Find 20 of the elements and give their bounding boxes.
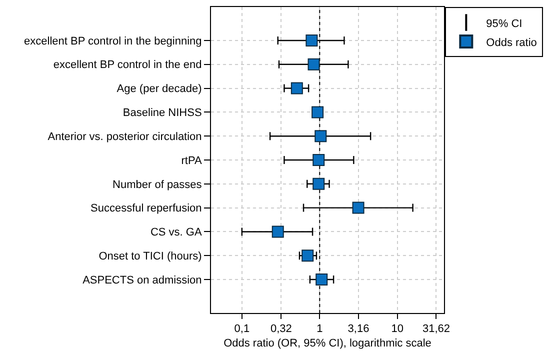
x-axis-title: Odds ratio (OR, 95% CI), logarithmic scale	[224, 337, 432, 350]
y-tick-label: Baseline NIHSS	[122, 107, 202, 120]
y-tick-label: ASPECTS on admission	[82, 274, 202, 286]
y-tick-label: Anterior vs. posterior circulation	[48, 130, 202, 143]
y-tick-label: excellent BP control in the end	[53, 59, 202, 72]
y-tick-label: Onset to TICI (hours)	[98, 250, 202, 262]
x-tick-label: 10	[391, 323, 404, 336]
x-tick-label: 31,62	[422, 323, 450, 336]
y-tick-label: CS vs. GA	[150, 226, 202, 239]
legend-label: Odds ratio	[486, 36, 537, 49]
y-tick-label: Successful reperfusion	[90, 202, 202, 215]
y-tick-label: rtPA	[181, 154, 202, 167]
x-tick-label: 0,32	[270, 323, 292, 336]
y-tick-label: excellent BP control in the beginning	[24, 35, 202, 48]
x-tick-label: 3,16	[348, 323, 370, 336]
y-tick-label: Number of passes	[112, 178, 202, 191]
text: 95% CI	[486, 18, 522, 30]
x-tick-label: 1	[316, 323, 323, 336]
y-tick-label: Age (per decade)	[116, 83, 202, 96]
x-tick-label: 0,1	[234, 323, 250, 336]
